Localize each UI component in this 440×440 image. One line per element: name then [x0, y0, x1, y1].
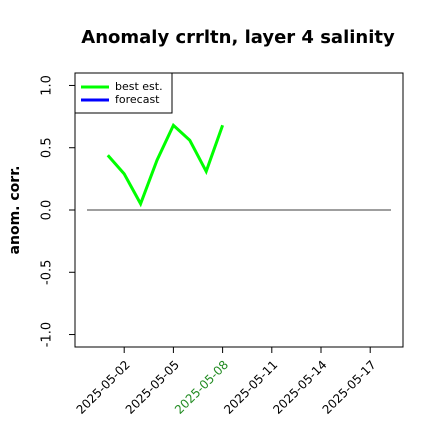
legend-label: best est.: [115, 80, 163, 93]
chart-title: Anomaly crrltn, layer 4 salinity: [81, 27, 395, 48]
legend-label: forecast: [115, 93, 160, 106]
series-line: [106, 122, 225, 208]
y-tick-label: -1.0: [40, 322, 55, 347]
y-axis-label: anom. corr.: [7, 166, 23, 255]
y-tick-label: 0.0: [40, 200, 55, 221]
y-tick-label: -0.5: [40, 260, 55, 285]
legend-box: [74, 72, 173, 114]
y-tick-label: 1.0: [40, 75, 55, 96]
y-tick-label: 0.5: [40, 137, 55, 158]
